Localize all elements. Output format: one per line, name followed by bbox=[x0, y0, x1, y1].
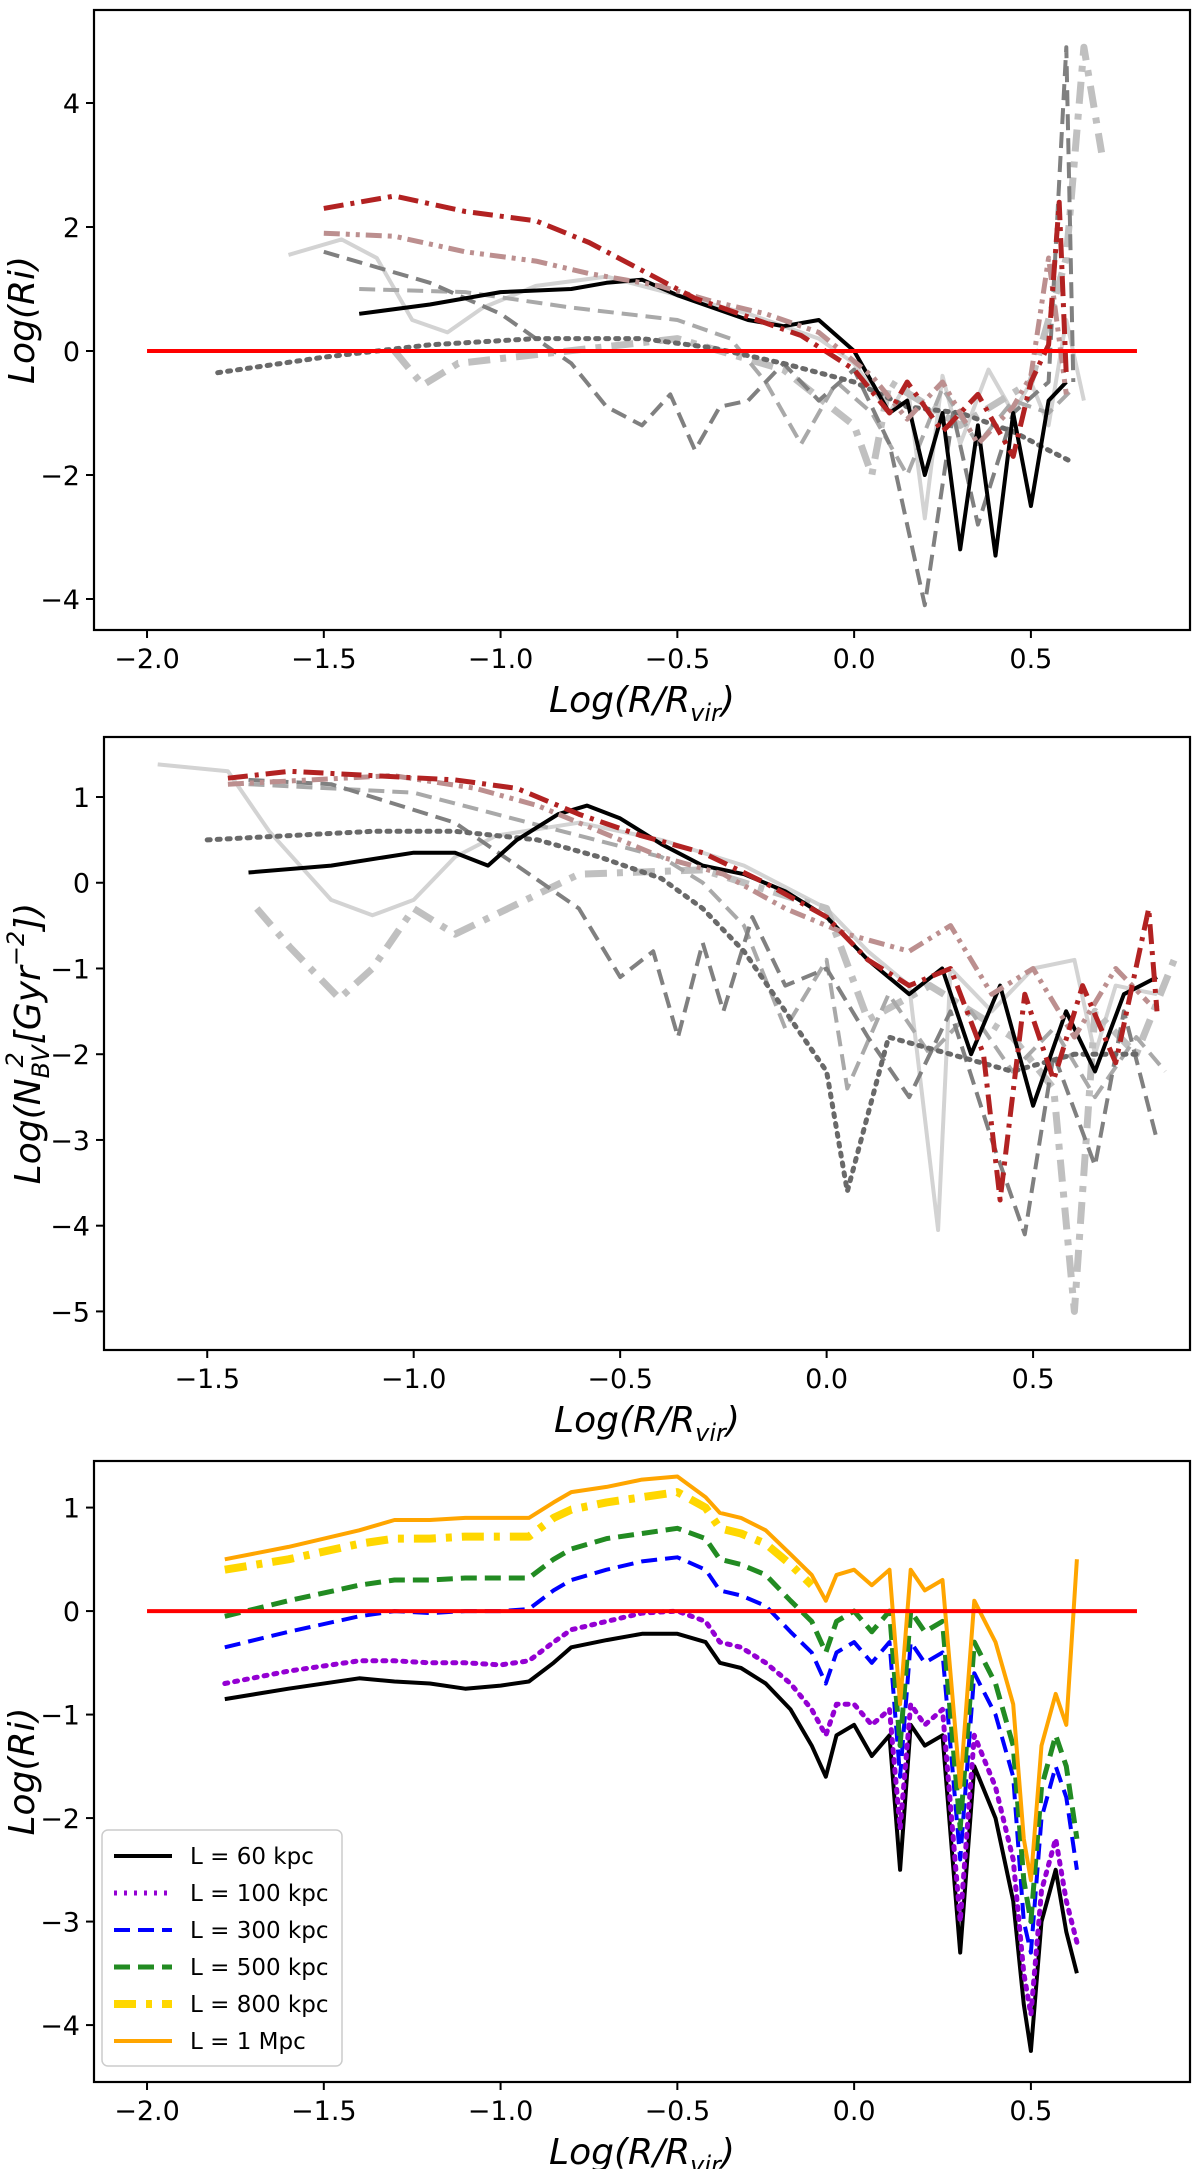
y-tick-label: −1 bbox=[50, 954, 90, 985]
y-tick-label: 2 bbox=[63, 213, 80, 244]
plot-area bbox=[147, 1474, 1137, 2053]
axes-frame bbox=[92, 8, 1192, 632]
y-tick-label: 0 bbox=[63, 1597, 80, 1628]
y-axis-label: Log(Ri) bbox=[2, 1707, 43, 1835]
x-tick-label: −1.0 bbox=[381, 1364, 447, 1395]
y-tick-label: 0 bbox=[73, 869, 90, 900]
series-line-l-100-kpc bbox=[222, 1608, 1080, 2018]
x-tick-label: −2.0 bbox=[114, 2096, 180, 2127]
series-line-light-gray-dashed bbox=[254, 866, 1181, 1315]
series-line-mid-gray-dashed bbox=[359, 287, 1075, 477]
series-line-dim-gray-dotted bbox=[204, 828, 1139, 1194]
panel-nbv: −1.5 −1.0 −0.5 0.0 0.5 −5 −4 −3 −2 −1 0 1 Log(R/Rvir… bbox=[1, 735, 1192, 1447]
y-tick-label: 4 bbox=[63, 89, 80, 120]
series-line-l-500-kpc bbox=[224, 1525, 1080, 1925]
series-line-light-gray-solid bbox=[157, 762, 1158, 1232]
x-tick-label: 0.0 bbox=[833, 2096, 876, 2127]
y-tick-label: 1 bbox=[73, 783, 90, 814]
panel-ri-bottom: −2.0 −1.5 −1.0 −0.5 0.0 0.5 −4 −3 −2 −1 0 1 Log(R/Rv… bbox=[2, 1459, 1192, 2169]
y-axis-label: Log(Ri) bbox=[2, 256, 43, 384]
series-line-black-solid bbox=[358, 277, 1068, 558]
x-tick-label: −0.5 bbox=[587, 1364, 653, 1395]
series-line-l-60-kpc bbox=[224, 1631, 1079, 2053]
y-tick-label: −3 bbox=[40, 1908, 80, 1939]
series-line-l-800-kpc bbox=[224, 1488, 815, 1589]
series-line-rosy-dotdash bbox=[227, 773, 1151, 1040]
series-line-light-gray-solid bbox=[287, 237, 1086, 521]
y-tick-label: −3 bbox=[50, 1126, 90, 1157]
series-line-firebrick-dashdot bbox=[323, 193, 1069, 459]
x-tick-label: −1.5 bbox=[174, 1364, 240, 1395]
legend-label: L = 60 kpc bbox=[190, 1844, 314, 1870]
legend: L = 60 kpc L = 100 kpc L = 300 kpc L = 500 … bbox=[101, 1829, 343, 2067]
series-line-dim-gray-dotted bbox=[215, 336, 1076, 466]
y-tick-label: −4 bbox=[40, 2011, 80, 2042]
legend-label: L = 100 kpc bbox=[190, 1881, 328, 1907]
axes-frame bbox=[102, 735, 1192, 1352]
y-tick-label: 1 bbox=[63, 1494, 80, 1525]
plot-area bbox=[147, 43, 1137, 608]
y-tick-label: −2 bbox=[50, 1040, 90, 1071]
y-tick-label: −2 bbox=[40, 461, 80, 492]
axes-frame bbox=[92, 1459, 1192, 2084]
x-axis-label: Log(R/Rvir) bbox=[549, 2132, 735, 2169]
x-tick-label: 0.5 bbox=[1009, 2096, 1052, 2127]
x-tick-label: 0.5 bbox=[1012, 1364, 1055, 1395]
series-line-l-300-kpc bbox=[224, 1555, 1079, 1955]
x-tick-label: 0.0 bbox=[805, 1364, 848, 1395]
x-tick-label: −2.0 bbox=[114, 644, 180, 675]
series-line-dark-gray-dashed bbox=[248, 777, 1159, 1237]
series-line-black-solid bbox=[248, 803, 1158, 1108]
legend-label: L = 1 Mpc bbox=[190, 2029, 306, 2055]
series-line-firebrick-dashdot bbox=[227, 768, 1160, 1203]
y-tick-label: 0 bbox=[63, 337, 80, 368]
x-tick-label: −1.5 bbox=[291, 644, 357, 675]
y-tick-label: −4 bbox=[50, 1212, 90, 1243]
y-tick-label: −1 bbox=[40, 1701, 80, 1732]
x-tick-label: −0.5 bbox=[645, 644, 711, 675]
legend-label: L = 300 kpc bbox=[190, 1918, 328, 1944]
series-line-mid-gray-dashed bbox=[248, 782, 1167, 1100]
x-tick-label: 0.5 bbox=[1009, 644, 1052, 675]
plot-area bbox=[157, 762, 1181, 1315]
panel-ri-top: −2.0 −1.5 −1.0 −0.5 0.0 0.5 −4 −2 0 2 4 Log(R/Rvir)… bbox=[2, 8, 1192, 727]
series-line-light-gray-dashed bbox=[391, 43, 1106, 479]
series-line-l-1-mpc bbox=[224, 1474, 1079, 1883]
x-tick-label: −1.0 bbox=[468, 2096, 534, 2127]
legend-label: L = 500 kpc bbox=[190, 1955, 328, 1981]
x-tick-label: −1.0 bbox=[468, 644, 534, 675]
x-axis-label: Log(R/Rvir) bbox=[549, 680, 735, 727]
x-tick-label: −1.5 bbox=[291, 2096, 357, 2127]
series-line-rosy-dotdash bbox=[323, 230, 1069, 447]
x-tick-label: −0.5 bbox=[645, 2096, 711, 2127]
y-tick-label: −5 bbox=[50, 1297, 90, 1328]
y-axis-label: Log(NBV2[Gyr−2]) bbox=[1, 903, 55, 1185]
y-tick-label: −2 bbox=[40, 1804, 80, 1835]
legend-label: L = 800 kpc bbox=[190, 1992, 328, 2018]
y-tick-label: −4 bbox=[40, 585, 80, 616]
x-axis-label: Log(R/Rvir) bbox=[554, 1400, 740, 1447]
x-tick-label: 0.0 bbox=[833, 644, 876, 675]
